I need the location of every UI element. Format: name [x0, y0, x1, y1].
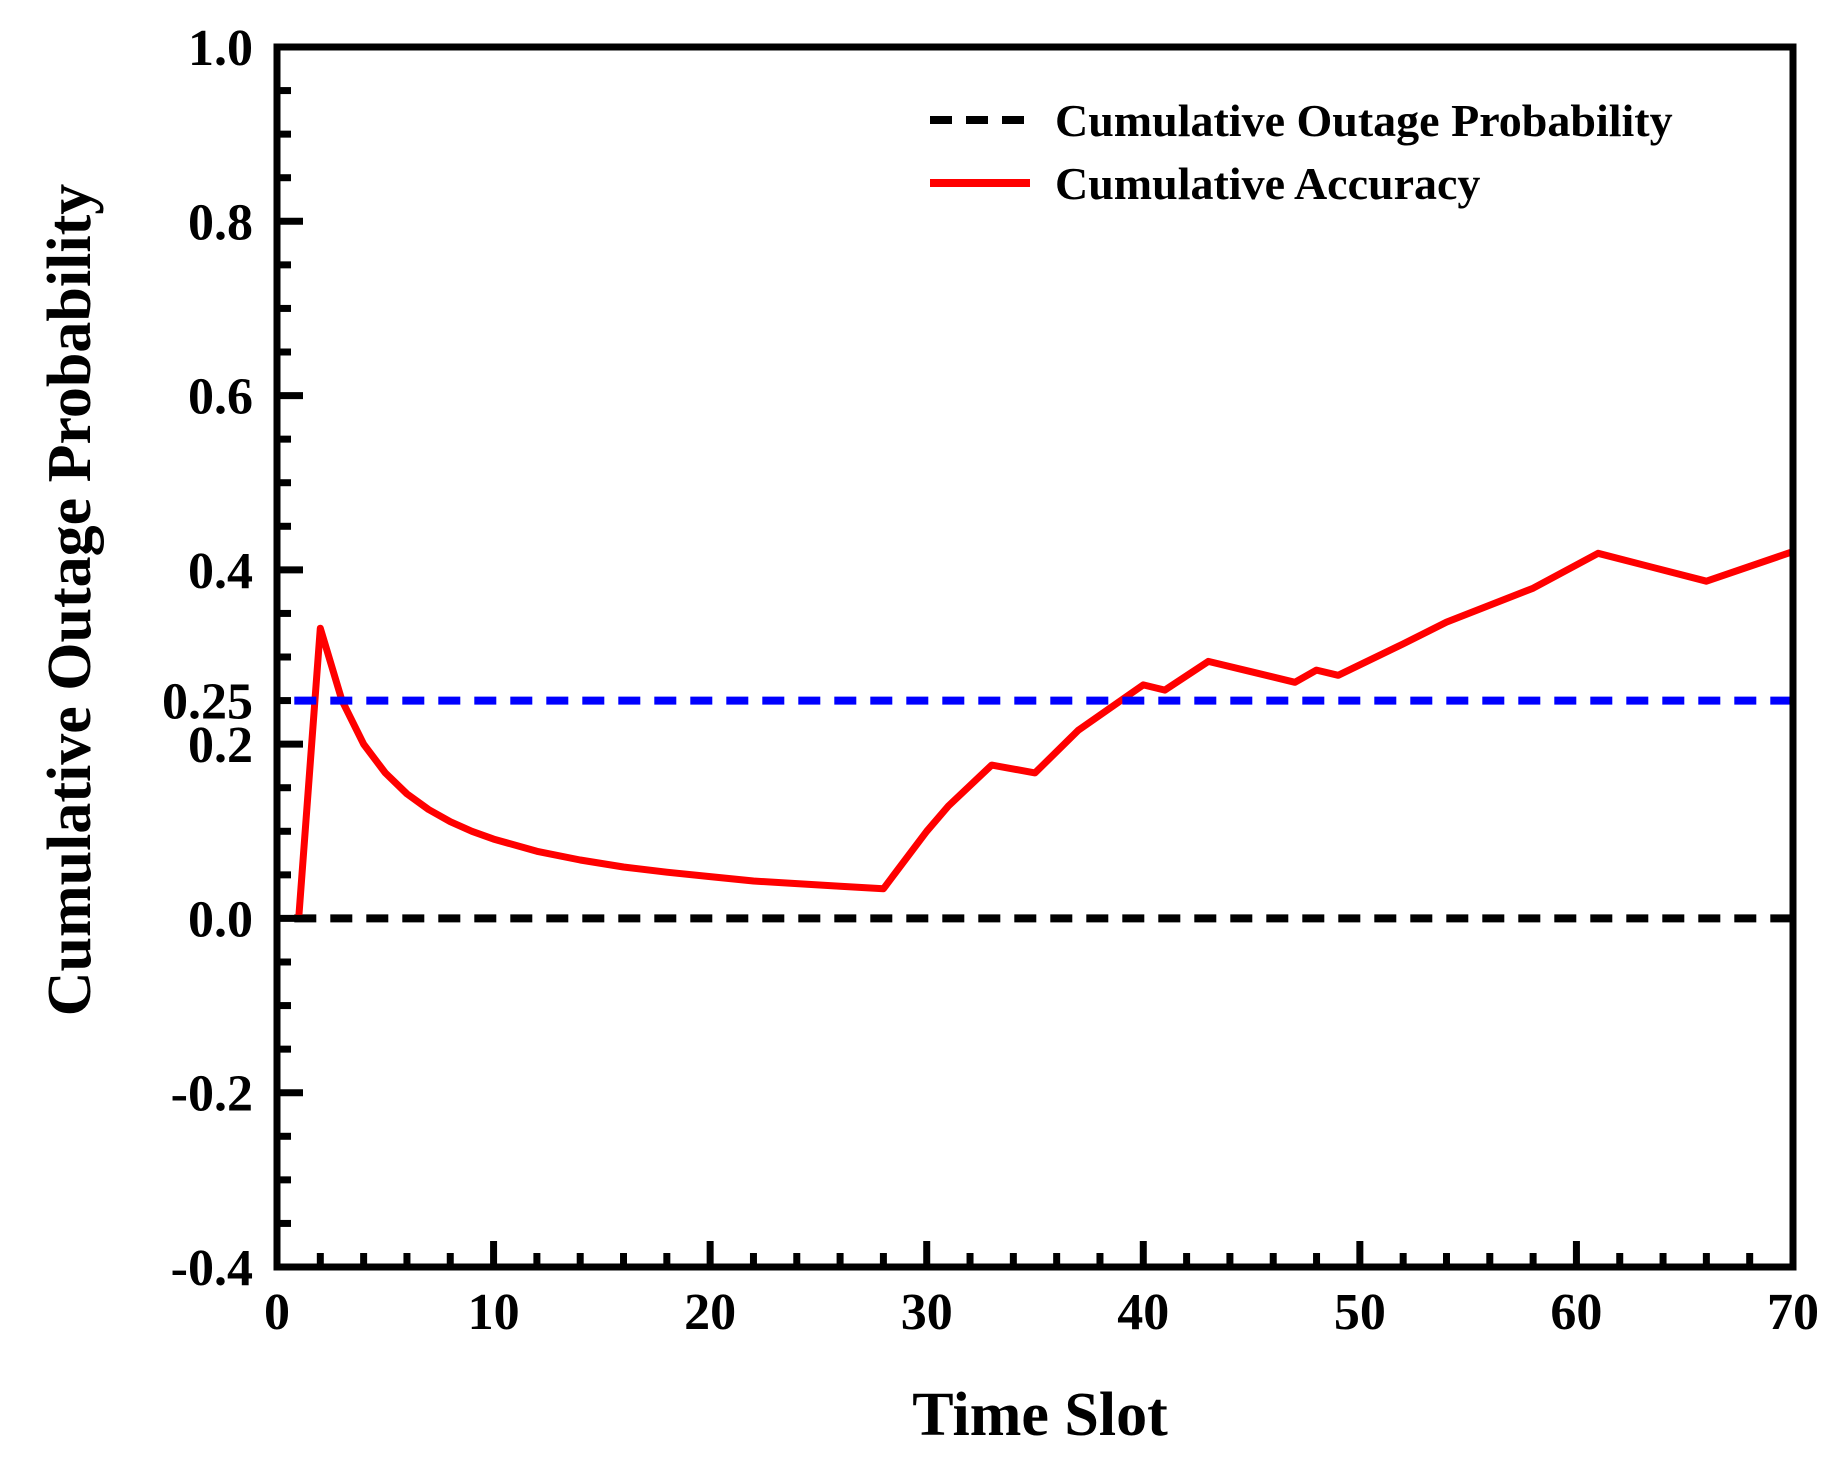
- x-tick-label: 20: [684, 1284, 736, 1341]
- x-tick-label: 40: [1117, 1284, 1169, 1341]
- x-tick-label: 50: [1334, 1284, 1386, 1341]
- y-axis-title: Cumulative Outage Probability: [36, 184, 104, 1016]
- legend-label: Cumulative Accuracy: [1055, 158, 1480, 209]
- x-tick-label: 70: [1767, 1284, 1819, 1341]
- legend-label: Cumulative Outage Probability: [1055, 95, 1673, 146]
- legend: Cumulative Outage Probability Cumulative …: [930, 95, 1673, 209]
- series-line-cumulative-accuracy: [295, 548, 1795, 919]
- y-tick-label: 0.6: [188, 369, 253, 426]
- y-tick-label: 1.0: [188, 20, 253, 77]
- y-tick-label: 0.2: [188, 717, 253, 774]
- y-tick-label: 0.0: [188, 891, 253, 948]
- y-tick-label: -0.4: [171, 1240, 253, 1297]
- axes-layer: 0 10 20 30 40 50 60 70 -0.4 -0.2 0.0 0.20.25 0.4 0.6 0…: [162, 20, 1819, 1341]
- series-layer: [294, 548, 1795, 923]
- x-tick-label: 30: [901, 1284, 953, 1341]
- y-tick-label: 0.4: [188, 543, 253, 600]
- x-axis-title: Time Slot: [912, 1381, 1168, 1449]
- x-tick-label: 0: [264, 1284, 290, 1341]
- x-tick-label: 10: [468, 1284, 520, 1341]
- y-tick-label: -0.2: [171, 1066, 253, 1123]
- y-tick-label: 0.8: [188, 194, 253, 251]
- plot-frame: [273, 43, 1797, 1271]
- x-tick-label: 60: [1550, 1284, 1602, 1341]
- y-tick-label: 0.25: [162, 674, 253, 731]
